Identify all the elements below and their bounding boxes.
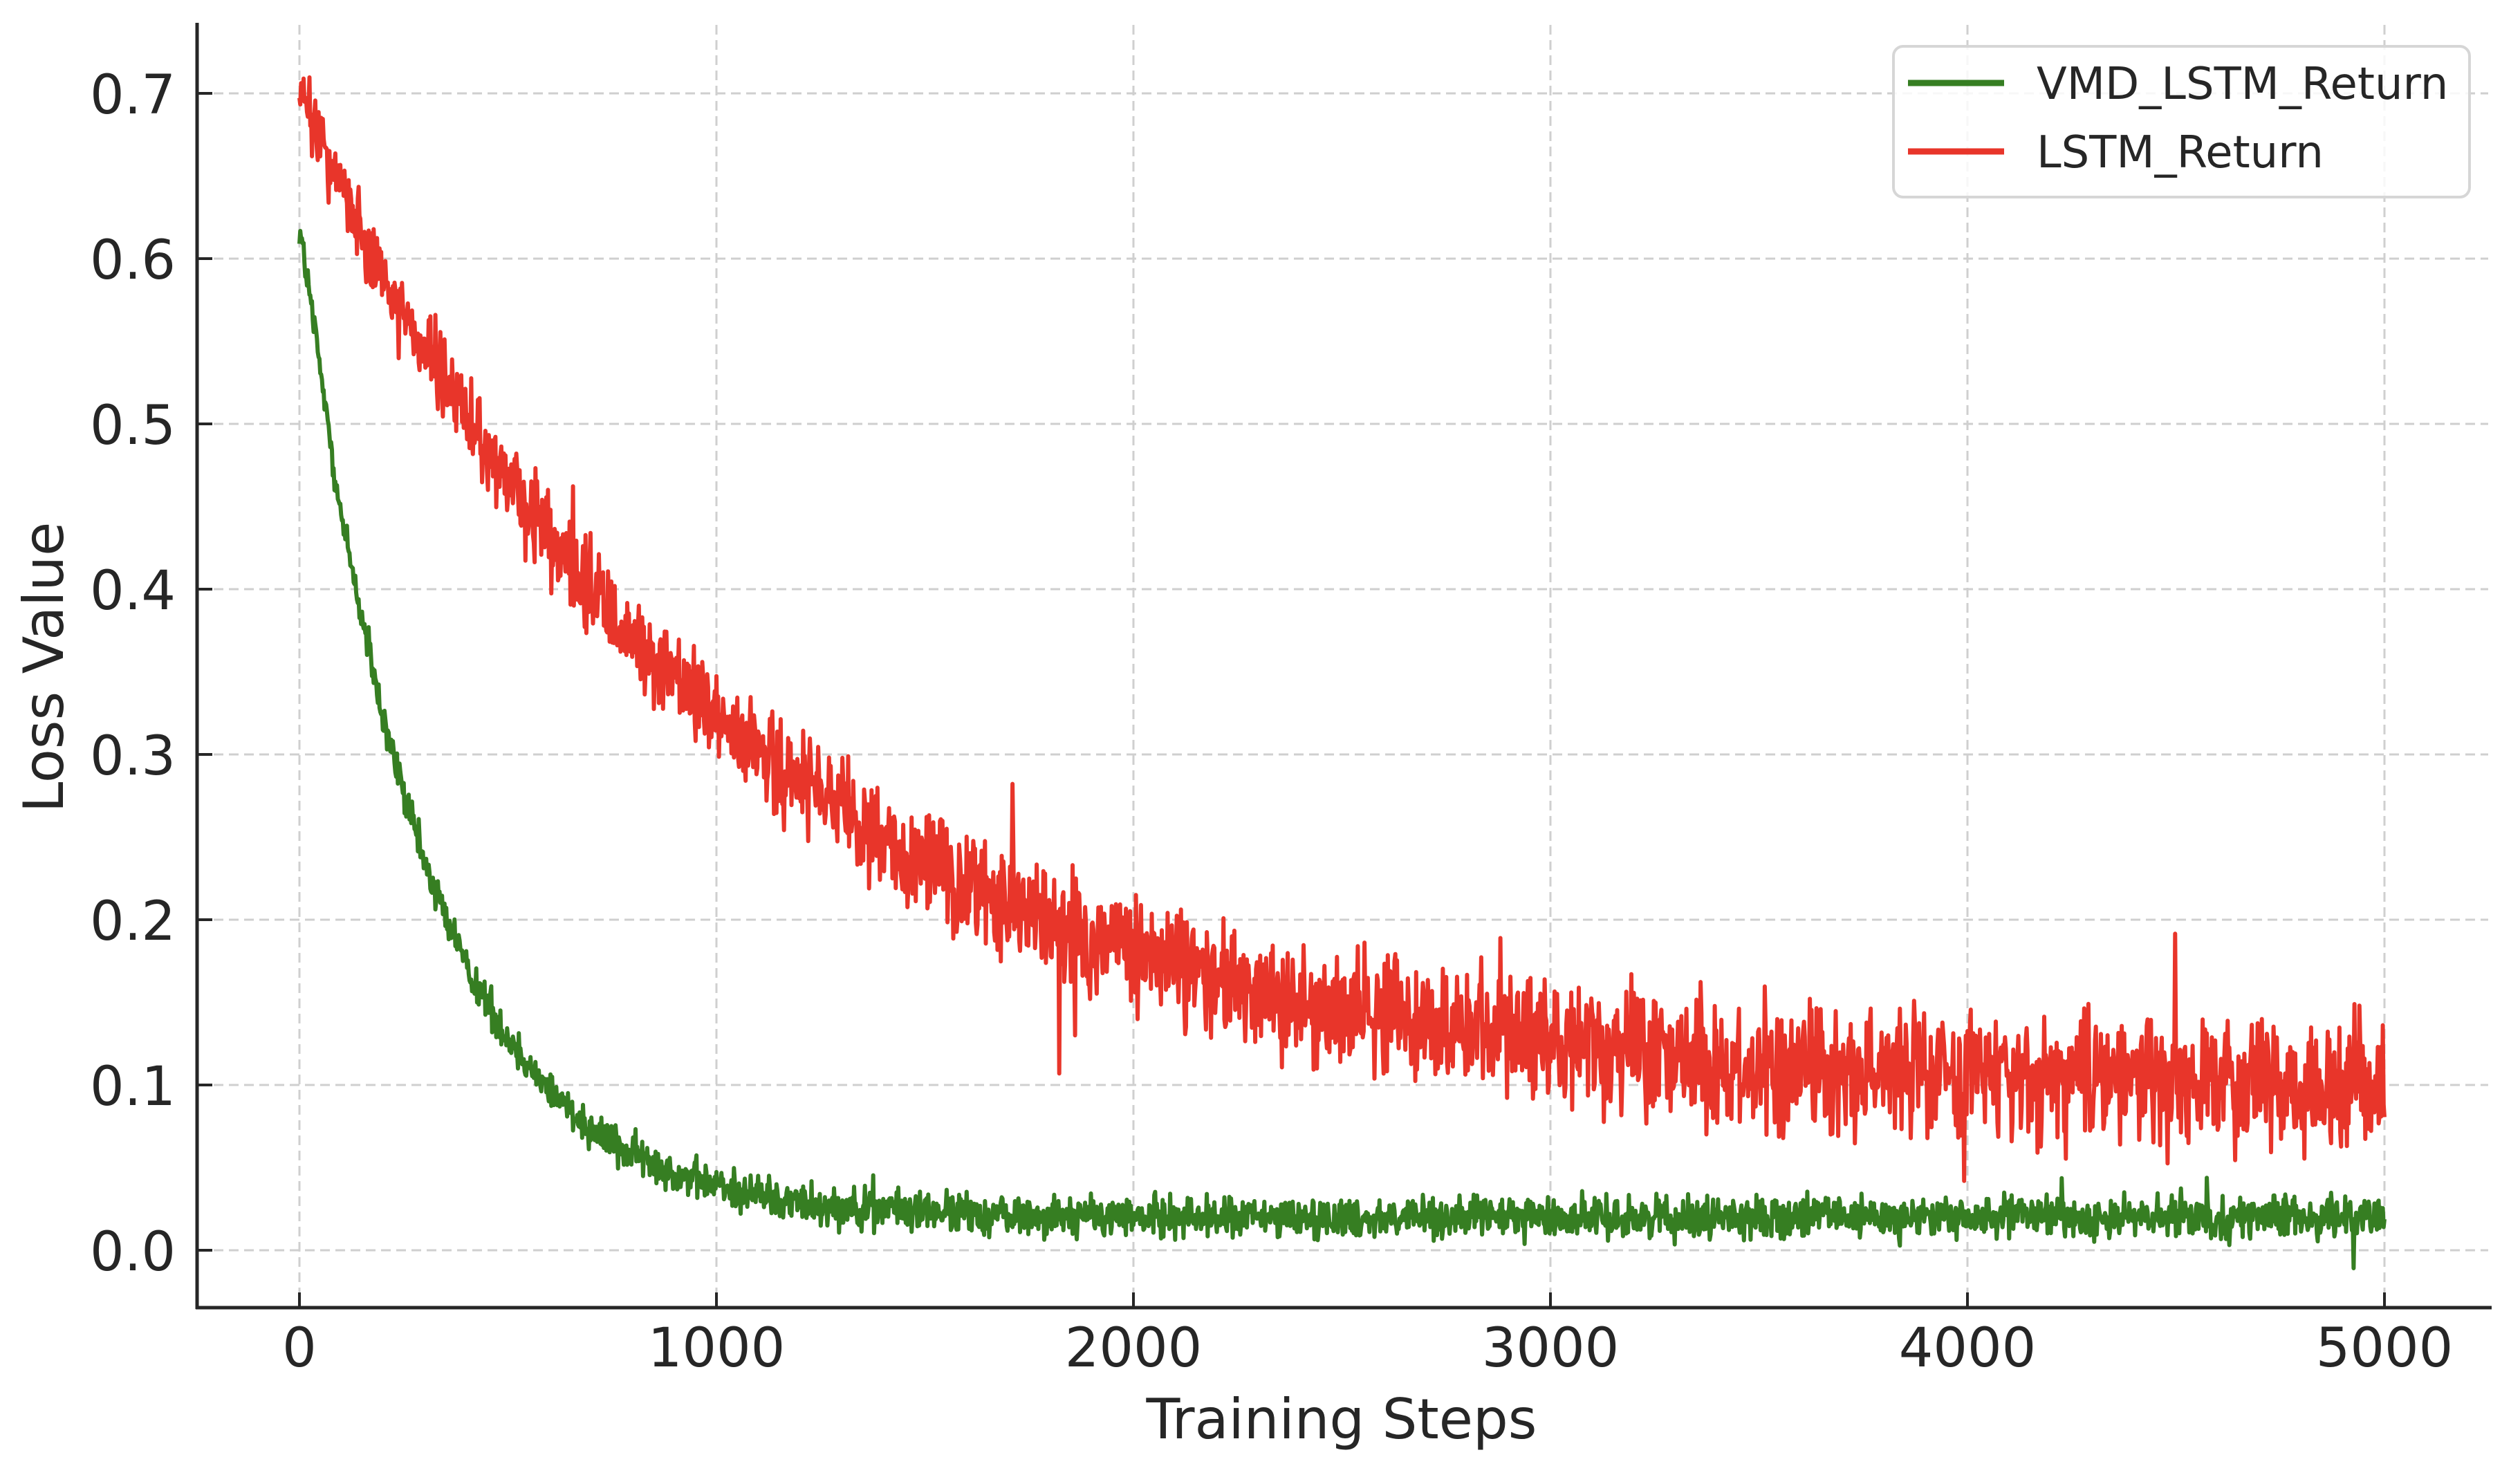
y-tick-label: 0.0 xyxy=(90,1221,176,1283)
legend-frame xyxy=(1892,45,2471,198)
plot-series xyxy=(297,75,2387,1270)
x-tick-label: 3000 xyxy=(1482,1317,1620,1380)
axis-ticks: 0 1000 2000 3000 4000 5000 0.0 0.1 0.2 0.3 0.4 0.5 0… xyxy=(90,64,2453,1380)
series-line-lstm-return xyxy=(297,75,2387,1183)
legend-label-lstm-return: LSTM_Return xyxy=(2037,127,2324,178)
x-tick-label: 1000 xyxy=(648,1317,786,1380)
x-tick-label: 0 xyxy=(282,1317,317,1380)
legend: VMD_LSTM_Return LSTM_Return xyxy=(1892,45,2471,198)
y-tick-label: 0.7 xyxy=(90,64,176,127)
x-tick-label: 5000 xyxy=(2316,1317,2454,1380)
y-tick-label: 0.1 xyxy=(90,1056,176,1118)
x-axis-label: Training Steps xyxy=(1146,1387,1537,1451)
x-tick-label: 4000 xyxy=(1899,1317,2037,1380)
y-tick-label: 0.6 xyxy=(90,230,176,292)
x-tick-label: 2000 xyxy=(1065,1317,1203,1380)
y-tick-label: 0.3 xyxy=(90,725,176,788)
y-axis-label: Loss Value xyxy=(12,522,76,813)
legend-label-vmd-lstm-return: VMD_LSTM_Return xyxy=(2037,59,2448,110)
y-tick-label: 0.5 xyxy=(90,395,176,457)
series-line-vmd-lstm-return xyxy=(297,229,2387,1270)
y-tick-label: 0.2 xyxy=(90,891,176,953)
axes-spines xyxy=(195,23,2492,1310)
y-tick-label: 0.4 xyxy=(90,560,176,622)
